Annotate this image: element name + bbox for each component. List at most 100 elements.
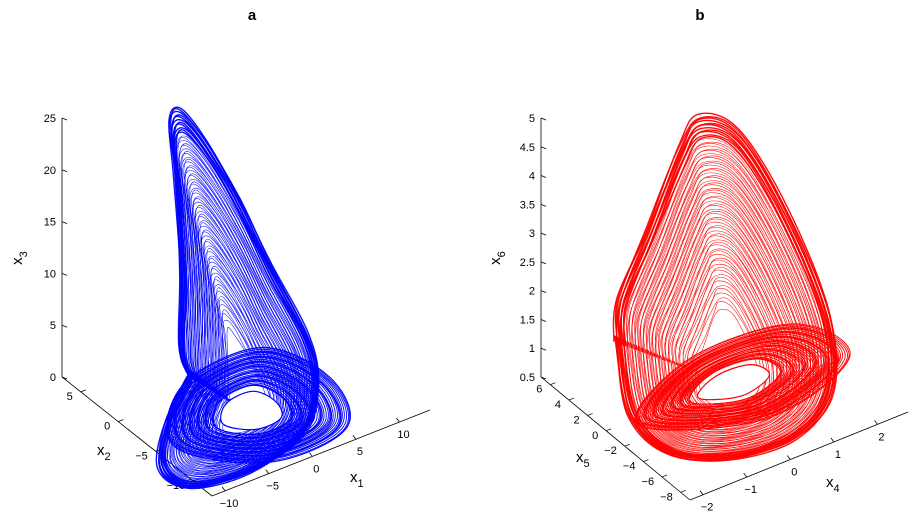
trajectory-loop (182, 189, 300, 468)
trajectory-loop (168, 350, 348, 461)
trajectory-loop (666, 344, 809, 415)
z-tick-label: 5 (529, 113, 535, 125)
trajectory-loop (689, 292, 766, 411)
trajectory-loop (663, 343, 814, 417)
y-tick-mark (661, 474, 668, 478)
trajectory-loop (193, 370, 316, 446)
trajectory-loop (637, 327, 846, 428)
panel-a-title: a (248, 7, 257, 24)
trajectory-loop (179, 187, 300, 469)
x-tick-mark (874, 420, 878, 425)
x-tick-label: 0 (791, 467, 797, 479)
x-tick-mark (221, 486, 226, 492)
attractor-hole (220, 390, 283, 431)
y-tick-label: 2 (573, 414, 579, 426)
z-tick-label: 0.5 (520, 372, 535, 384)
trajectory-loop (664, 344, 811, 415)
trajectory-loop (627, 145, 824, 452)
x-tick-mark (743, 472, 747, 478)
trajectory-loop (672, 349, 801, 411)
z-tick-mark (61, 117, 68, 121)
trajectory-loop (173, 158, 307, 475)
x-tick-mark (352, 434, 357, 440)
trajectory-loop (645, 331, 835, 425)
trajectory-loop (653, 336, 826, 421)
z-tick-mark (540, 203, 547, 207)
trajectory-loop (168, 148, 310, 479)
trajectory-loop (682, 355, 787, 408)
trajectory-loop (211, 383, 294, 436)
trajectory-loop (167, 140, 313, 481)
x-tick-label: 5 (357, 446, 363, 458)
trajectory-loop (683, 280, 770, 414)
trajectory-loop (678, 352, 794, 410)
trajectory-loop (656, 217, 798, 432)
trajectory-loop (219, 313, 273, 438)
z-tick-mark (61, 273, 68, 276)
trajectory-loop (199, 375, 309, 442)
y-tick-label: 0 (592, 430, 598, 442)
z-tick-label: 4.5 (520, 142, 535, 154)
y-axis-line (540, 376, 691, 501)
trajectory-loop (633, 160, 820, 448)
y-tick-label: 5 (67, 391, 73, 403)
trajectory-loop (671, 348, 803, 412)
trajectory-loop (212, 384, 293, 435)
z-tick-mark (540, 175, 547, 178)
trajectory-loop (664, 235, 788, 428)
trajectory-loop (634, 323, 851, 431)
z-tick-label: 4 (529, 171, 535, 183)
trajectory-loop (643, 184, 808, 442)
x-tick-label: 2 (878, 431, 884, 443)
y-tick-mark (680, 489, 686, 493)
z-tick-mark (540, 261, 547, 265)
y-tick-mark (80, 389, 86, 393)
trajectory-loop (170, 157, 308, 477)
trajectory-loop (651, 335, 829, 422)
trajectory-loop (185, 205, 296, 464)
trajectory-loop (182, 196, 298, 467)
x-tick-mark (308, 452, 313, 457)
x-axis-label: x1 (350, 469, 364, 490)
trajectory-loop (652, 336, 828, 421)
z-tick-mark (61, 376, 68, 380)
trajectory-loop (641, 180, 812, 442)
trajectory-loop (175, 356, 338, 457)
x-tick-mark (699, 490, 704, 495)
trajectory-loop (638, 172, 814, 445)
z-tick-mark (540, 376, 547, 380)
trajectory-loop (644, 331, 837, 425)
trajectory-loop (653, 208, 800, 434)
z-tick-label: 20 (44, 165, 56, 177)
panel-b-title: b (695, 7, 704, 24)
z-tick-mark (61, 324, 68, 328)
trajectory-loop (686, 357, 783, 405)
trajectory-loop (660, 340, 818, 418)
y-tick-label: −8 (660, 491, 673, 503)
trajectory-loop (680, 353, 792, 408)
trajectory-loop (176, 173, 303, 472)
trajectory-loop (685, 356, 785, 406)
trajectory-loop (167, 137, 313, 481)
trajectory-loop (655, 213, 797, 434)
x-tick-label: 0 (313, 463, 319, 475)
z-tick-mark (540, 117, 547, 121)
z-tick-label: 2.5 (520, 257, 535, 269)
z-tick-label: 5 (50, 320, 56, 332)
x-tick-label: −5 (266, 481, 279, 493)
x-tick-mark (786, 455, 791, 460)
trajectory-loop (679, 353, 793, 408)
x-tick-mark (830, 437, 835, 443)
z-tick-mark (61, 169, 68, 173)
x-tick-label: −1 (744, 484, 757, 496)
trajectory-loop (644, 188, 809, 441)
z-tick-mark (540, 232, 547, 236)
z-axis-label: x3 (9, 251, 30, 265)
trajectory-loop (649, 333, 830, 424)
trajectory-loop (639, 327, 843, 428)
trajectory-loop (198, 374, 311, 443)
trajectory-loop (174, 355, 340, 457)
y-tick-label: −6 (642, 476, 655, 488)
trajectory-loop (619, 127, 833, 458)
y-tick-mark (550, 382, 556, 386)
